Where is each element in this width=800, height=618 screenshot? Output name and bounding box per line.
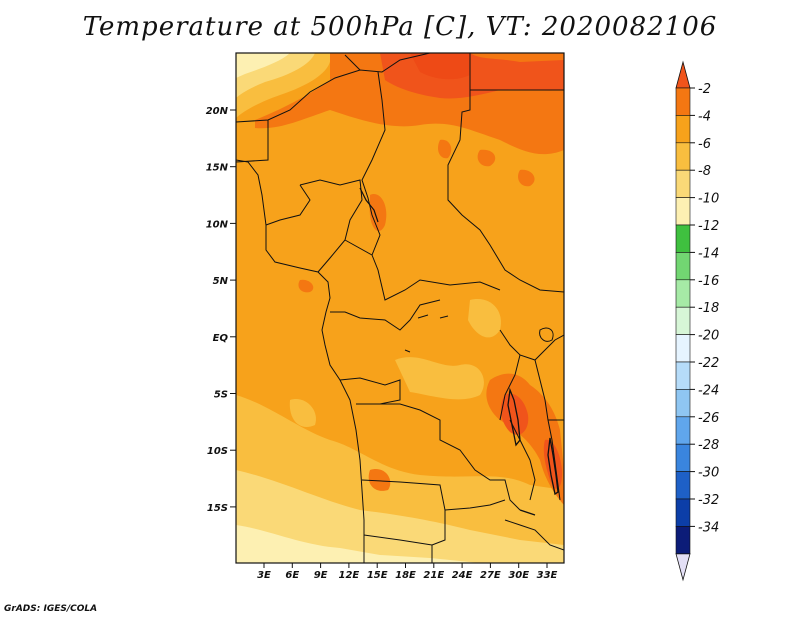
colorbar-label: -6: [698, 137, 711, 152]
field-deepest-north: [410, 53, 470, 80]
field-pale-south: [236, 470, 564, 563]
colorbar-swatch: [675, 389, 691, 418]
colorbar-swatch: [675, 334, 691, 363]
lon-tick-label: 24E: [452, 570, 473, 581]
colorbar-label: -20: [698, 329, 719, 344]
colorbar-label: -28: [698, 438, 719, 453]
colorbar-label: -12: [698, 219, 719, 234]
colorbar-swatch: [675, 142, 691, 171]
grads-credit: GrADS: IGES/COLA: [4, 604, 98, 614]
lon-tick-label: 15E: [367, 570, 388, 581]
country-borders: [236, 53, 564, 563]
colorbar-label: -32: [698, 493, 719, 508]
lat-tick-label: 10S: [207, 446, 228, 457]
lat-tick-label: 5S: [214, 390, 228, 401]
lat-tick-label: 15N: [206, 163, 229, 174]
lat-tick-label: 5N: [213, 276, 229, 287]
lon-tick-label: 6E: [285, 570, 299, 581]
lat-tick-label: 20N: [206, 106, 229, 117]
lon-tick-label: 27E: [480, 570, 501, 581]
colorbar-label: -22: [698, 356, 719, 371]
field-light-east: [468, 299, 501, 338]
field-orange-patch-4: [518, 169, 535, 187]
field-orange-patch-1: [369, 194, 387, 232]
colorbar-swatch: [675, 224, 691, 253]
colorbar-swatch: [675, 279, 691, 308]
field-orange-patch-2: [437, 139, 452, 159]
colorbar-swatch: [675, 197, 691, 226]
colorbar-swatch: [675, 169, 691, 198]
colorbar-label: -34: [698, 520, 719, 535]
colorbar-label: -4: [698, 109, 711, 124]
lon-tick-label: 9E: [314, 570, 328, 581]
lat-tick-label: 10N: [206, 219, 229, 230]
field-orange-patch-3: [477, 149, 496, 167]
colorbar-swatch: [675, 252, 691, 281]
colorbar-swatch: [675, 471, 691, 500]
field-orange-patch-5: [298, 279, 314, 293]
colorbar: -2 -4 -6 -8 -10 -12 -14 -16 -18 -20 -22 -24 -26 -28 -3…: [675, 60, 719, 582]
field-palest-south: [236, 525, 480, 563]
colorbar-label: -30: [698, 466, 719, 481]
colorbar-swatch: [675, 416, 691, 445]
longitude-axis: 3E 6E 9E 12E 15E 18E 21E 24E 27E 30E 33E: [257, 563, 558, 581]
colorbar-swatch: [675, 87, 691, 116]
field-orange-patch-6: [368, 469, 391, 491]
colorbar-label: -18: [698, 301, 719, 316]
lat-tick-label: EQ: [213, 333, 229, 344]
colorbar-label: -14: [698, 246, 719, 261]
colorbar-swatch: [675, 526, 691, 555]
colorbar-label: -8: [698, 164, 711, 179]
colorbar-label: -26: [698, 411, 719, 426]
field-light-center: [395, 357, 484, 400]
lon-tick-label: 12E: [339, 570, 360, 581]
colorbar-bottom-arrow: [675, 553, 691, 582]
colorbar-swatch: [675, 306, 691, 335]
field-palest-nw: [236, 53, 290, 78]
temperature-field: [236, 53, 564, 563]
colorbar-swatch: [675, 498, 691, 527]
latitude-axis: 20N 15N 10N 5N EQ 5S 10S 15S: [206, 106, 236, 514]
colorbar-label: -2: [698, 82, 711, 97]
colorbar-swatch: [675, 361, 691, 390]
lon-tick-label: 21E: [423, 570, 444, 581]
colorbar-top-arrow: [675, 60, 691, 89]
colorbar-swatch: [675, 443, 691, 472]
map-frame: [235, 52, 565, 564]
lon-tick-label: 18E: [395, 570, 416, 581]
colorbar-label: -16: [698, 274, 719, 289]
colorbar-label: -24: [698, 383, 719, 398]
colorbar-swatch: [675, 115, 691, 144]
field-light-west: [289, 399, 316, 428]
lon-tick-label: 3E: [257, 570, 271, 581]
lon-tick-label: 33E: [537, 570, 558, 581]
colorbar-label: -10: [698, 192, 719, 207]
lon-tick-label: 30E: [508, 570, 529, 581]
map-title: Temperature at 500hPa [C], VT: 202008210…: [82, 12, 718, 42]
lat-tick-label: 15S: [207, 503, 228, 514]
